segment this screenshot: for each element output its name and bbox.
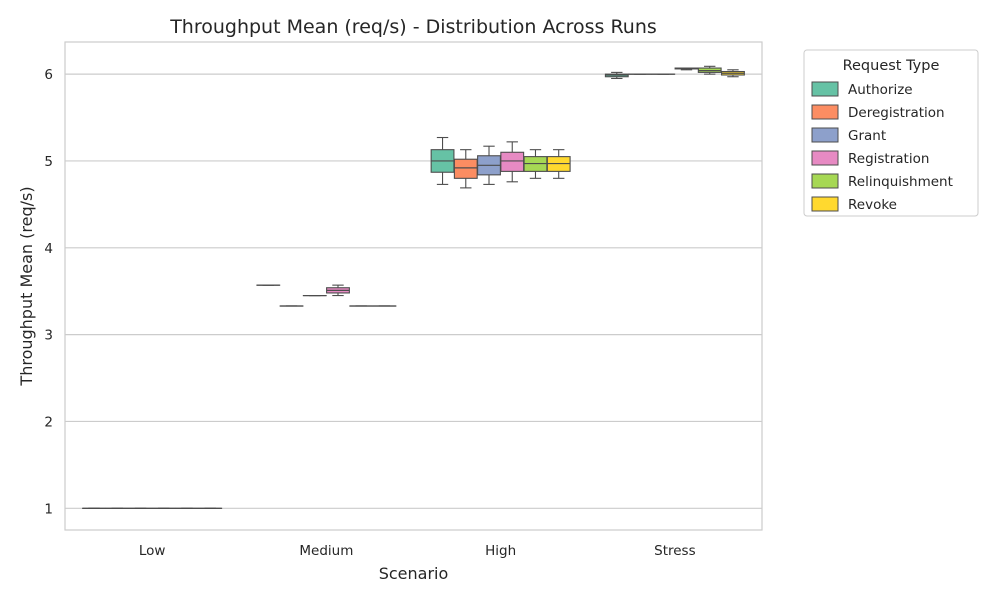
- grid-layer: [65, 74, 762, 508]
- legend-swatch: [812, 128, 838, 142]
- box-registration-medium: [327, 285, 350, 295]
- x-tick-label: High: [485, 543, 516, 559]
- legend-swatch: [812, 197, 838, 211]
- x-axis-label: Scenario: [379, 564, 449, 583]
- legend-entry-label: Registration: [848, 151, 929, 167]
- box-grant-high: [478, 146, 501, 184]
- y-tick-label: 4: [44, 241, 53, 257]
- box-iqr: [454, 159, 477, 178]
- y-tick-label: 1: [44, 501, 53, 517]
- legend-entry-label: Authorize: [848, 82, 913, 98]
- y-tick-label: 2: [44, 414, 53, 430]
- legend-entry-label: Deregistration: [848, 105, 945, 121]
- y-tick-label: 6: [44, 67, 53, 83]
- x-tick-label: Stress: [654, 543, 696, 559]
- box-registration-high: [501, 142, 524, 182]
- legend-swatch: [812, 174, 838, 188]
- box-relinquishment-stress: [698, 66, 721, 74]
- x-tick-label: Medium: [299, 543, 353, 559]
- x-tick-label: Low: [139, 543, 166, 559]
- y-axis-label: Throughput Mean (req/s): [17, 186, 36, 386]
- box-iqr: [501, 152, 524, 171]
- legend-title: Request Type: [843, 58, 940, 74]
- box-deregistration-high: [454, 150, 477, 188]
- box-revoke-high: [547, 150, 570, 179]
- y-tick-label: 3: [44, 328, 53, 344]
- legend-entry-label: Grant: [848, 128, 886, 144]
- legend-swatch: [812, 151, 838, 165]
- box-layer: [83, 66, 745, 508]
- legend-swatch: [812, 82, 838, 96]
- chart-title: Throughput Mean (req/s) - Distribution A…: [169, 16, 657, 38]
- box-registration-stress: [675, 68, 698, 70]
- legend: Request Type Authorize Deregistration Gran…: [804, 50, 978, 216]
- legend-entry-label: Revoke: [848, 197, 897, 213]
- legend-entry-label: Relinquishment: [848, 174, 953, 190]
- legend-swatch: [812, 105, 838, 119]
- tick-layer: 1 2 3 4 5 6 Low Medium High Stress: [44, 67, 695, 559]
- plot-frame: [65, 42, 762, 530]
- box-authorize-high: [431, 138, 454, 185]
- y-tick-label: 5: [44, 154, 53, 170]
- box-relinquishment-high: [524, 150, 547, 179]
- box-revoke-stress: [722, 70, 745, 77]
- box-authorize-stress: [605, 72, 628, 78]
